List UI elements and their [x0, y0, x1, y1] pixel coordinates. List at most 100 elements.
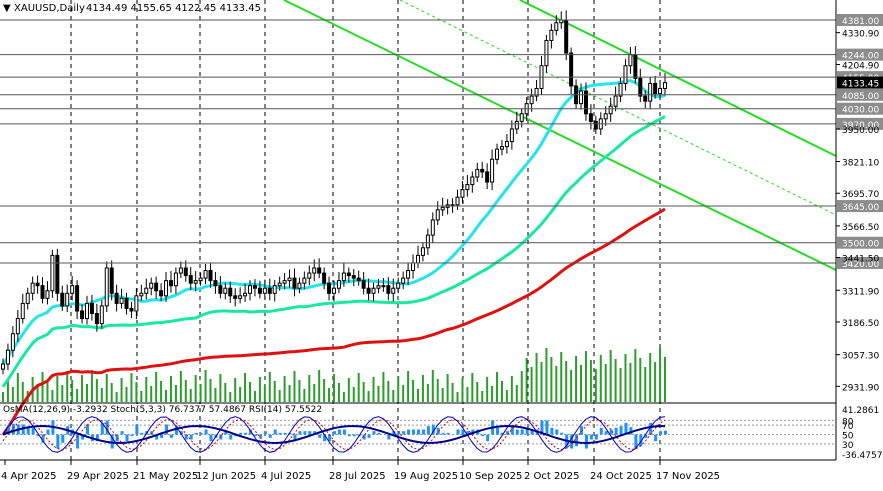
- candle-body: [391, 287, 396, 294]
- osma-bar: [580, 426, 584, 435]
- osma-bar: [95, 434, 99, 442]
- candle-body: [341, 272, 346, 282]
- volume-bar: [209, 379, 212, 402]
- osma-bar: [318, 434, 322, 438]
- osma-bar: [639, 434, 643, 447]
- candle-body: [628, 54, 633, 67]
- date-tick-label: 12 Jun 2025: [196, 471, 256, 482]
- volume-bar: [224, 383, 227, 402]
- price-level-label: 3645.00: [842, 203, 879, 213]
- volume-bar: [599, 355, 602, 402]
- osma-bar: [481, 434, 485, 437]
- candle-body: [292, 277, 297, 289]
- osma-bar: [392, 431, 396, 435]
- osma-bar: [199, 432, 203, 435]
- candle-body: [480, 168, 485, 173]
- osma-bar: [41, 434, 45, 443]
- date-tick-label: 4 Jul 2025: [261, 471, 311, 482]
- candle-body: [302, 277, 307, 284]
- candle-body: [35, 282, 40, 287]
- candle-body: [45, 290, 50, 299]
- price-tick-label: 3057.30: [842, 352, 879, 362]
- candle-body: [386, 285, 391, 294]
- osma-bar: [249, 429, 253, 435]
- ohlc-label: 4134.49 4155.65 4122.45 4133.45: [86, 3, 261, 14]
- osma-bar: [333, 431, 336, 435]
- osma-bar: [624, 422, 628, 435]
- volume-bar: [150, 386, 153, 402]
- volume-bar: [659, 348, 662, 402]
- candle-body: [653, 82, 658, 95]
- osma-bar: [407, 429, 411, 435]
- osma-bar: [466, 431, 470, 435]
- candle-body: [307, 272, 312, 279]
- price-level-box: [837, 117, 883, 130]
- candle-body: [435, 209, 440, 221]
- rsi-line: [2, 424, 665, 445]
- candle-body: [593, 120, 598, 130]
- candle-body: [470, 176, 475, 186]
- osma-bar: [659, 431, 663, 435]
- candle-body: [425, 234, 430, 249]
- volume-bar: [421, 375, 424, 402]
- candle-body: [114, 292, 119, 304]
- osma-bar: [31, 427, 35, 435]
- ma-100-line: [1, 115, 666, 388]
- osma-bar: [456, 429, 460, 435]
- candle-body: [94, 313, 99, 325]
- osma-bar: [367, 434, 371, 438]
- candle-body: [30, 282, 35, 294]
- candle-body: [514, 120, 519, 130]
- volume-bar: [609, 350, 612, 402]
- candle-body: [159, 290, 164, 297]
- osma-bar: [500, 432, 504, 435]
- candle-body: [415, 254, 420, 264]
- osma-bar: [525, 427, 529, 435]
- candle-body: [70, 285, 75, 294]
- osma-bar: [26, 427, 30, 435]
- volume-bar: [451, 383, 454, 402]
- price-tick-label: 4204.90: [842, 61, 879, 71]
- volume-bar: [313, 384, 316, 402]
- candle-body: [411, 262, 416, 272]
- osma-bar: [169, 434, 173, 438]
- volume-bar: [510, 376, 513, 402]
- price-level-label: 4085.00: [842, 92, 879, 102]
- candle-body: [10, 333, 15, 351]
- candle-body: [504, 141, 509, 148]
- candle-body: [277, 282, 282, 287]
- chart-menu-icon[interactable]: ▼: [3, 3, 11, 14]
- volume-bar: [199, 384, 202, 402]
- candle-body: [5, 349, 10, 365]
- candle-body: [50, 254, 55, 292]
- date-tick-label: 21 May 2025: [133, 471, 198, 482]
- candle-body: [233, 295, 238, 299]
- volume-bar: [90, 370, 93, 402]
- osma-bar: [194, 432, 198, 435]
- candle-body: [658, 87, 663, 95]
- candle-body: [119, 297, 124, 304]
- candle-body: [579, 90, 584, 105]
- osma-bar: [421, 429, 425, 435]
- volume-bar: [392, 390, 395, 402]
- volume-bar: [105, 374, 108, 402]
- trend-channel: [283, 0, 837, 271]
- osma-bar: [461, 429, 465, 435]
- date-tick-label: 28 Jul 2025: [329, 471, 386, 482]
- osma-bar: [115, 434, 119, 442]
- osma-bar: [604, 431, 608, 435]
- price-level-label: 3500.00: [842, 240, 879, 250]
- candle-body: [648, 82, 653, 102]
- candle-body: [99, 305, 104, 325]
- volume-bar: [446, 374, 449, 402]
- candle-body: [618, 82, 623, 97]
- volume-bar: [535, 353, 538, 402]
- candle-body: [139, 292, 144, 297]
- candle-body: [248, 285, 253, 294]
- price-level-box: [837, 256, 883, 269]
- candle-body: [287, 277, 292, 282]
- osma-bar: [11, 423, 15, 435]
- volume-bar: [570, 370, 573, 402]
- volume-bar: [426, 384, 429, 402]
- osma-bar: [288, 432, 292, 435]
